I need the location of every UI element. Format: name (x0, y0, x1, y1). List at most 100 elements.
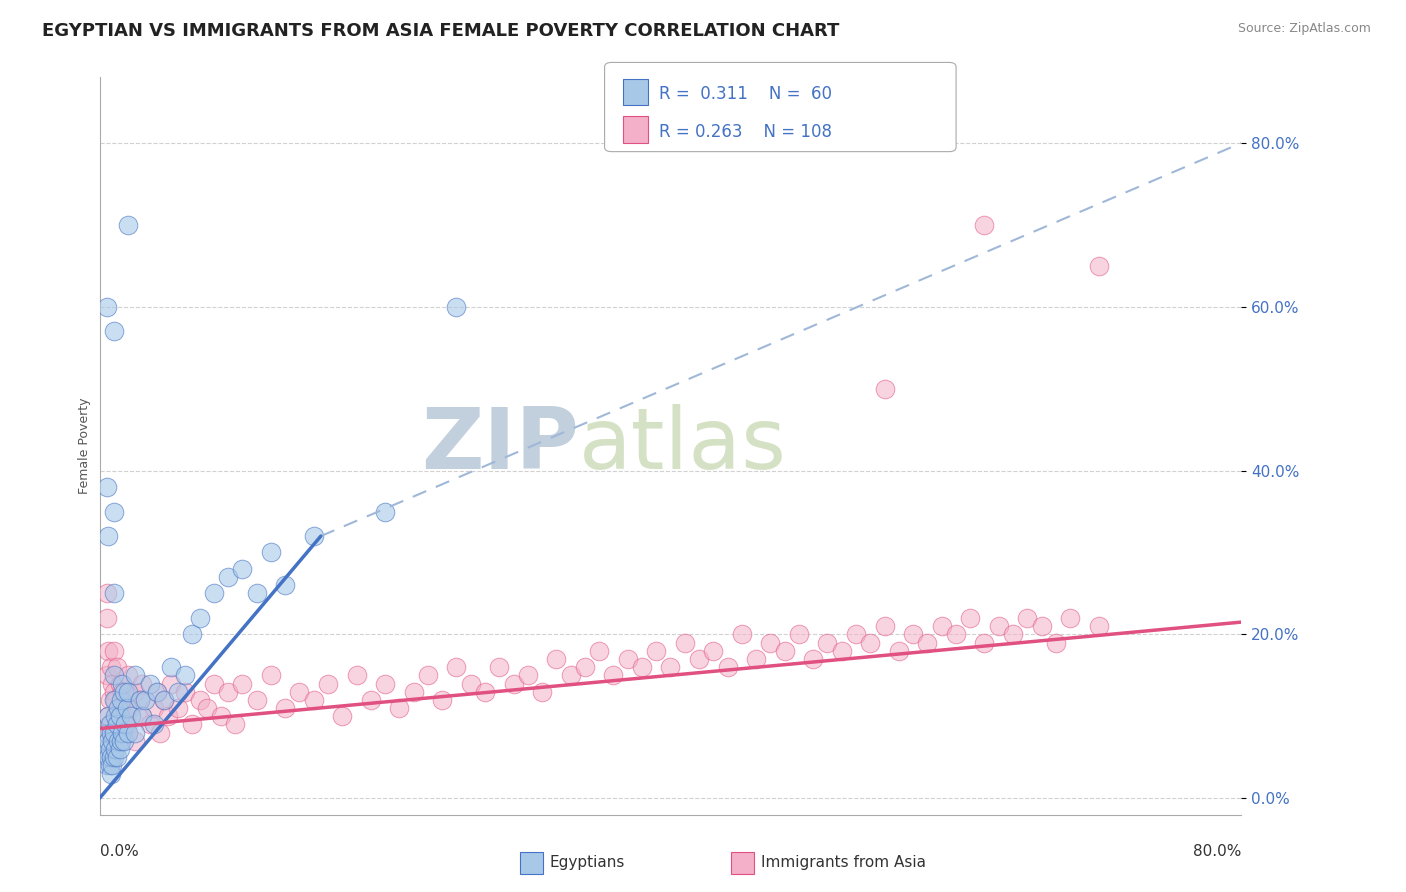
Point (124, 668, 146, 682)
Point (120, 709, 142, 723)
Point (96, 742, 118, 756)
Text: Immigrants from Asia: Immigrants from Asia (761, 855, 925, 870)
Point (112, 734, 135, 748)
Point (111, 684, 134, 698)
Point (302, 693, 325, 707)
Point (103, 693, 125, 707)
Point (153, 693, 176, 707)
Point (103, 725, 125, 739)
Point (96, 668, 118, 682)
Point (101, 676, 124, 690)
Point (96, 725, 118, 739)
Point (945, 627, 967, 641)
Point (96, 611, 118, 625)
Point (574, 660, 596, 674)
Point (97, 709, 120, 723)
Point (103, 324, 125, 338)
Point (167, 684, 190, 698)
Point (100, 750, 122, 764)
Point (388, 701, 411, 715)
Point (374, 504, 396, 518)
Point (217, 684, 239, 698)
Point (716, 660, 738, 674)
Point (195, 701, 218, 715)
Point (112, 684, 135, 698)
Point (131, 709, 153, 723)
Point (115, 701, 138, 715)
Text: Egyptians: Egyptians (550, 855, 626, 870)
Point (546, 652, 568, 666)
Text: ZIP: ZIP (422, 404, 579, 488)
Point (100, 725, 122, 739)
Point (145, 684, 167, 698)
Point (104, 709, 127, 723)
Point (217, 570, 239, 584)
Point (430, 693, 453, 707)
Point (110, 725, 132, 739)
Point (96, 480, 118, 494)
Point (117, 725, 139, 739)
Point (959, 611, 981, 625)
Point (645, 644, 668, 658)
Point (104, 693, 127, 707)
Point (845, 627, 868, 641)
Point (181, 717, 204, 731)
Point (330, 709, 353, 723)
Point (181, 627, 204, 641)
Point (346, 668, 368, 682)
Point (131, 709, 153, 723)
Point (98, 758, 121, 772)
Point (688, 652, 710, 666)
Point (96, 300, 118, 314)
Text: 0.0%: 0.0% (100, 845, 138, 859)
Point (110, 701, 132, 715)
Point (631, 660, 654, 674)
Text: Source: ZipAtlas.com: Source: ZipAtlas.com (1237, 22, 1371, 36)
Point (474, 684, 496, 698)
Point (103, 684, 125, 698)
Point (288, 684, 311, 698)
Point (1087, 619, 1109, 633)
Point (117, 684, 139, 698)
Point (1087, 259, 1109, 273)
Point (138, 717, 160, 731)
Point (142, 701, 165, 715)
Point (209, 709, 232, 723)
Point (887, 644, 910, 658)
Point (97, 709, 120, 723)
Text: R =  0.311    N =  60: R = 0.311 N = 60 (659, 85, 832, 103)
Point (831, 644, 853, 658)
Point (100, 717, 122, 731)
Point (100, 766, 122, 780)
Point (316, 676, 339, 690)
Point (402, 684, 425, 698)
Text: atlas: atlas (579, 404, 787, 488)
Point (117, 725, 139, 739)
Point (188, 611, 211, 625)
Point (188, 693, 211, 707)
Point (114, 693, 136, 707)
Point (108, 709, 131, 723)
Point (103, 750, 125, 764)
Point (588, 644, 610, 658)
Point (103, 504, 125, 518)
Point (202, 586, 225, 600)
Point (360, 693, 382, 707)
Point (602, 668, 624, 682)
Point (124, 734, 146, 748)
Point (103, 644, 125, 658)
Point (231, 562, 253, 576)
Point (745, 652, 768, 666)
Point (274, 701, 297, 715)
Point (157, 709, 180, 723)
Point (101, 734, 124, 748)
Point (120, 701, 142, 715)
Point (616, 652, 638, 666)
Text: R = 0.263    N = 108: R = 0.263 N = 108 (659, 122, 832, 141)
Point (128, 693, 150, 707)
Point (124, 725, 146, 739)
Point (817, 635, 839, 649)
Point (202, 676, 225, 690)
Point (112, 709, 135, 723)
Point (98, 693, 121, 707)
